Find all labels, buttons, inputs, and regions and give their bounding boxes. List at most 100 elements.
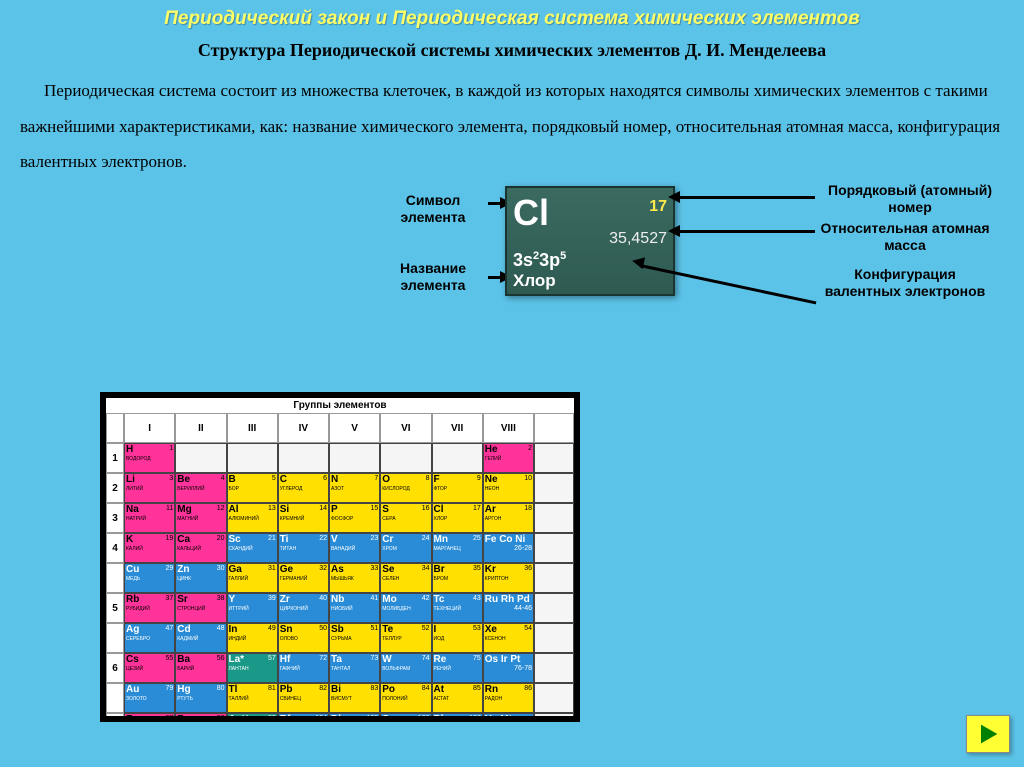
period-number: 7 <box>106 713 124 722</box>
element-cell: Cl 17 35,4527 3s23p5 Хлор <box>505 186 675 296</box>
period-number: 5 <box>106 593 124 623</box>
element-cell-Hs Mt: Hs Mt 108-109 <box>483 713 534 722</box>
arrowhead-mass <box>668 225 680 237</box>
element-cell-Cr: Cr 24ХРОМ <box>380 533 431 563</box>
element-cell-He: He 2ГЕЛИЙ <box>483 443 534 473</box>
element-cell-Li: Li 3ЛИТИЙ <box>124 473 175 503</box>
element-cell-Sc: Sc 21СКАНДИЙ <box>227 533 278 563</box>
element-cell-Kr: Kr 36КРИПТОН <box>483 563 534 593</box>
element-cell-Sb: Sb 51СУРЬМА <box>329 623 380 653</box>
element-cell-Rf: Rf 104 <box>278 713 329 722</box>
period-number <box>106 623 124 653</box>
next-button[interactable] <box>966 715 1010 753</box>
element-cell-In: In 49ИНДИЙ <box>227 623 278 653</box>
element-cell-H: H 1ВОДОРОД <box>124 443 175 473</box>
group-header: V <box>329 413 380 443</box>
element-cell-Ra: Ra 88РАДИЙ <box>175 713 226 722</box>
element-cell-Xe: Xe 54КСЕНОН <box>483 623 534 653</box>
element-cell-Os Ir Pt: Os Ir Pt 76-78 <box>483 653 534 683</box>
element-cell-Au: Au 79ЗОЛОТО <box>124 683 175 713</box>
element-number: 17 <box>649 192 667 216</box>
element-cell-Zr: Zr 40ЦИРКОНИЙ <box>278 593 329 623</box>
period-number <box>106 683 124 713</box>
play-icon <box>974 720 1002 748</box>
element-cell-Ge: Ge 32ГЕРМАНИЙ <box>278 563 329 593</box>
callout-configuration: Конфигурация валентных электронов <box>820 266 990 300</box>
element-cell-I: I 53ИОД <box>432 623 483 653</box>
element-cell-Se: Se 34СЕЛЕН <box>380 563 431 593</box>
element-cell-P: P 15ФОСФОР <box>329 503 380 533</box>
element-cell-empty <box>380 443 431 473</box>
period-number <box>106 563 124 593</box>
element-cell-empty <box>278 443 329 473</box>
element-cell-Sr: Sr 38СТРОНЦИЙ <box>175 593 226 623</box>
element-cell-Po: Po 84ПОЛОНИЙ <box>380 683 431 713</box>
group-header: II <box>175 413 226 443</box>
element-cell-Cl: Cl 17ХЛОР <box>432 503 483 533</box>
element-cell-Bh: Bh 107 <box>432 713 483 722</box>
element-cell-Y: Y 39ИТТРИЙ <box>227 593 278 623</box>
callout-name: Название элемента <box>378 260 488 294</box>
element-cell-Tc: Tc 43ТЕХНЕЦИЙ <box>432 593 483 623</box>
element-cell-Zn: Zn 30ЦИНК <box>175 563 226 593</box>
element-cell-Ba: Ba 56БАРИЙ <box>175 653 226 683</box>
group-header: VIII <box>483 413 534 443</box>
element-cell-C: C 6УГЛЕРОД <box>278 473 329 503</box>
element-symbol: Cl <box>513 192 549 234</box>
element-cell-At: At 85АСТАТ <box>432 683 483 713</box>
element-cell-V: V 23ВАНАДИЙ <box>329 533 380 563</box>
element-cell-B: B 5БОР <box>227 473 278 503</box>
group-header: III <box>227 413 278 443</box>
element-cell-Ac**: Ac** 89АКТИНИЙ <box>227 713 278 722</box>
element-cell-W: W 74ВОЛЬФРАМ <box>380 653 431 683</box>
period-number: 3 <box>106 503 124 533</box>
element-cell-Si: Si 14КРЕМНИЙ <box>278 503 329 533</box>
period-number: 4 <box>106 533 124 563</box>
ptable-title: Группы элементов <box>106 398 574 413</box>
element-cell-Bi: Bi 83ВИСМУТ <box>329 683 380 713</box>
element-cell-Mo: Mo 42МОЛИБДЕН <box>380 593 431 623</box>
arrowhead-config <box>631 255 645 269</box>
element-cell-Ti: Ti 22ТИТАН <box>278 533 329 563</box>
element-cell-Pb: Pb 82СВИНЕЦ <box>278 683 329 713</box>
group-header: VI <box>380 413 431 443</box>
element-cell-Fe Co Ni: Fe Co Ni 26-28 <box>483 533 534 563</box>
element-cell-Hg: Hg 80РТУТЬ <box>175 683 226 713</box>
arrowhead-number <box>668 191 680 203</box>
period-number: 6 <box>106 653 124 683</box>
element-cell-Mg: Mg 12МАГНИЙ <box>175 503 226 533</box>
slide-subtitle: Структура Периодической системы химическ… <box>0 34 1024 67</box>
element-cell-Re: Re 75РЕНИЙ <box>432 653 483 683</box>
group-header: VII <box>432 413 483 443</box>
element-cell-empty <box>227 443 278 473</box>
element-cell-empty <box>432 443 483 473</box>
ptable-grid: IIIIIIIVVVIVIIVIII1H 1ВОДОРОДHe 2ГЕЛИЙ2L… <box>106 413 574 722</box>
element-cell-Db: Db 105 <box>329 713 380 722</box>
element-cell-Sg: Sg 106 <box>380 713 431 722</box>
element-cell-Be: Be 4БЕРИЛЛИЙ <box>175 473 226 503</box>
element-diagram: Символ элемента Название элемента Cl 17 … <box>0 186 1024 336</box>
element-cell-K: K 19КАЛИЙ <box>124 533 175 563</box>
element-cell-Ar: Ar 18АРГОН <box>483 503 534 533</box>
element-cell-empty <box>329 443 380 473</box>
element-cell-Hf: Hf 72ГАФНИЙ <box>278 653 329 683</box>
element-cell-N: N 7АЗОТ <box>329 473 380 503</box>
callout-atomic-number: Порядковый (атомный) номер <box>820 182 1000 216</box>
element-cell-Ta: Ta 73ТАНТАЛ <box>329 653 380 683</box>
element-cell-O: O 8КИСЛОРОД <box>380 473 431 503</box>
element-cell-La*: La* 57ЛАНТАН <box>227 653 278 683</box>
element-cell-Al: Al 13АЛЮМИНИЙ <box>227 503 278 533</box>
element-cell-Rb: Rb 37РУБИДИЙ <box>124 593 175 623</box>
element-cell-S: S 16СЕРА <box>380 503 431 533</box>
element-cell-Br: Br 35БРОМ <box>432 563 483 593</box>
element-cell-Mn: Mn 25МАРГАНЕЦ <box>432 533 483 563</box>
element-cell-empty <box>175 443 226 473</box>
arrow-mass <box>675 230 815 233</box>
element-cell-Te: Te 52ТЕЛЛУР <box>380 623 431 653</box>
element-cell-As: As 33МЫШЬЯК <box>329 563 380 593</box>
group-header: IV <box>278 413 329 443</box>
element-cell-Ga: Ga 31ГАЛЛИЙ <box>227 563 278 593</box>
group-header: I <box>124 413 175 443</box>
periodic-table: Группы элементов IIIIIIIVVVIVIIVIII1H 1В… <box>100 392 580 722</box>
arrow-number <box>675 196 815 199</box>
